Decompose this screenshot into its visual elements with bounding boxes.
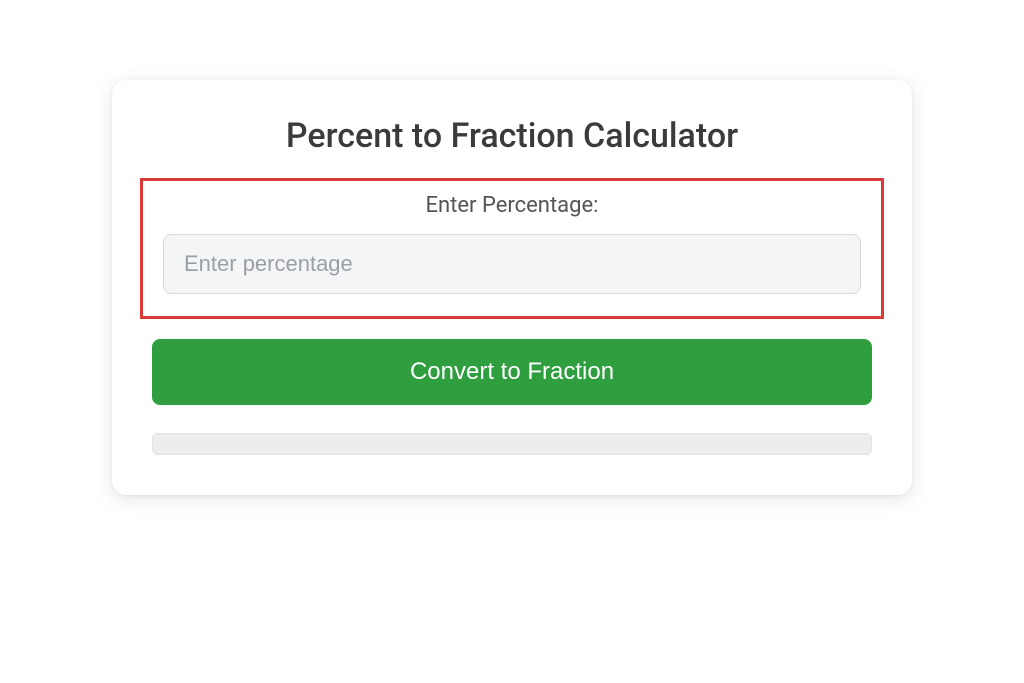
convert-button[interactable]: Convert to Fraction — [152, 339, 872, 405]
percentage-input[interactable] — [163, 234, 861, 294]
calculator-card: Percent to Fraction Calculator Enter Per… — [112, 80, 912, 495]
input-label: Enter Percentage: — [163, 193, 861, 218]
input-highlight-box: Enter Percentage: — [140, 178, 884, 319]
result-output — [152, 433, 872, 455]
card-title: Percent to Fraction Calculator — [152, 116, 872, 156]
